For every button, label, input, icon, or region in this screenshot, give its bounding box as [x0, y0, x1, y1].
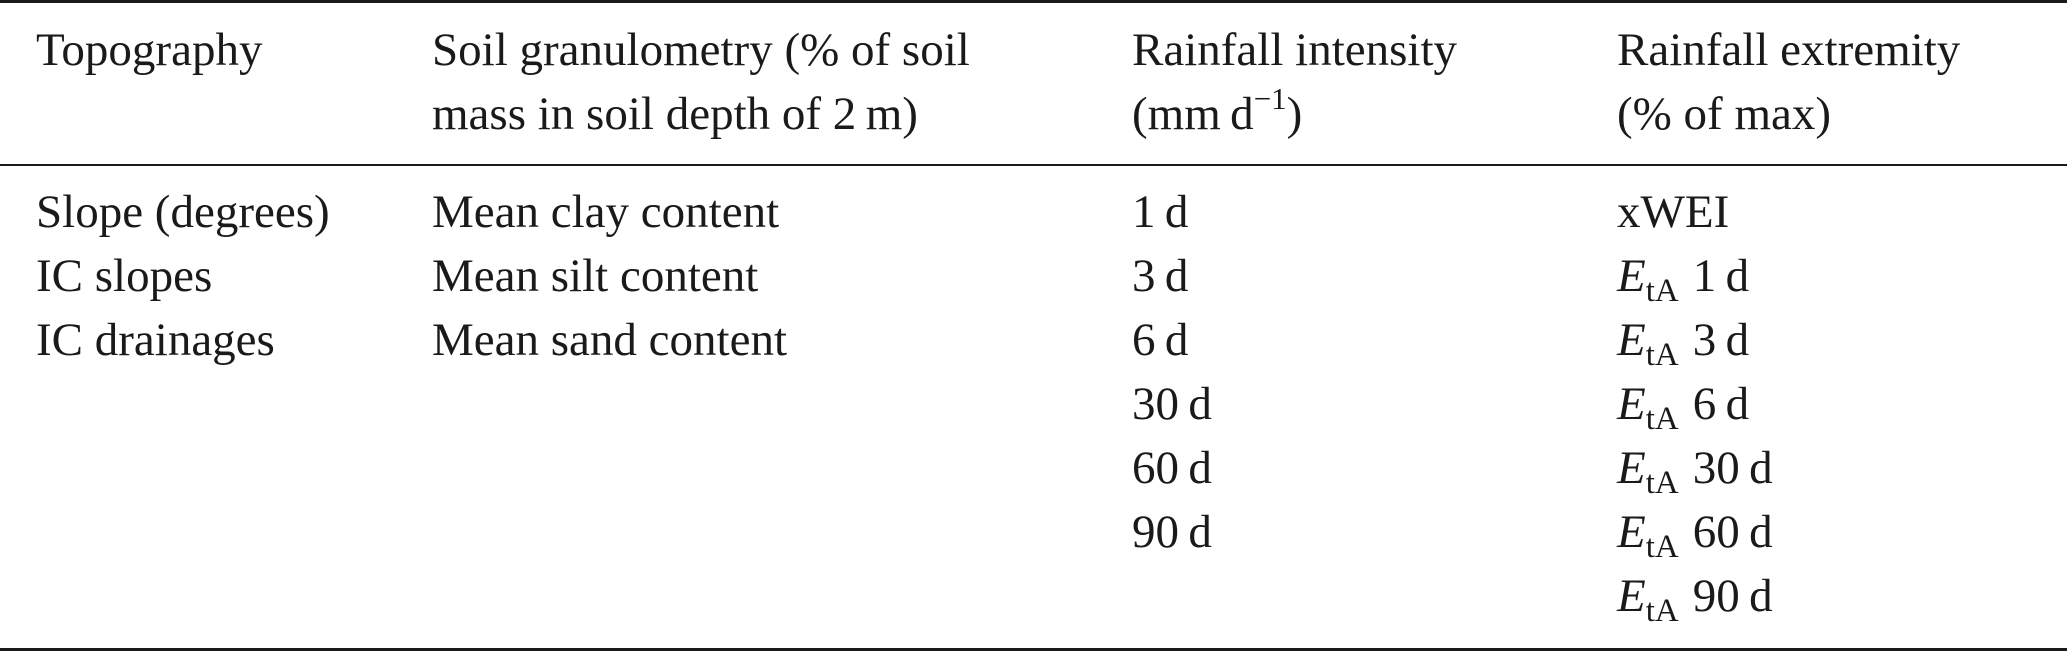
table-cell: EtA 1 d [1617, 244, 1773, 308]
column-header: Rainfall extremity (% of max) [1617, 18, 1960, 146]
table-cell: 60 d [1132, 442, 1212, 494]
column-cells: 1 d 3 d 6 d 30 d 60 d 90 d [1132, 180, 1212, 564]
symbol-e: E [1617, 314, 1646, 366]
header-unit-superscript: −1 [1253, 81, 1287, 116]
header-unit-text: (mm d [1132, 88, 1254, 140]
duration-value: 90 d [1692, 570, 1773, 622]
symbol-subscript: tA [1645, 273, 1679, 309]
top-rule [0, 0, 2067, 3]
symbol-subscript: tA [1645, 529, 1679, 565]
symbol-subscript: tA [1645, 401, 1679, 437]
table-cell: IC slopes [36, 250, 213, 302]
table-cell: 3 d [1132, 250, 1189, 302]
column-header: Soil granulometry (% of soil mass in soi… [432, 18, 970, 146]
header-line: (% of max) [1617, 88, 1832, 140]
column-header: Rainfall intensity (mm d−1) [1132, 18, 1457, 146]
header-line: Topography [36, 24, 263, 76]
table-cell: Mean clay content [432, 186, 780, 238]
table-cell: EtA 60 d [1617, 500, 1773, 564]
symbol-subscript: tA [1645, 465, 1679, 501]
header-line: Rainfall extremity [1617, 24, 1961, 76]
duration-value: 1 d [1692, 250, 1750, 302]
symbol-e: E [1617, 506, 1646, 558]
symbol-e: E [1617, 570, 1646, 622]
header-unit-close: ) [1286, 88, 1303, 140]
table-cell: 6 d [1132, 314, 1189, 366]
duration-value: 6 d [1692, 378, 1750, 430]
table-cell: EtA 90 d [1617, 564, 1773, 628]
header-rule [0, 164, 2067, 166]
table-cell: Mean sand content [432, 314, 788, 366]
table-cell: EtA 3 d [1617, 308, 1773, 372]
column-cells: xWEI EtA 1 d EtA 3 d EtA 6 d EtA 30 d EtA 60 … [1617, 180, 1773, 628]
bottom-rule [0, 648, 2067, 651]
table-cell: Mean silt content [432, 250, 759, 302]
column-cells: Slope (degrees) IC slopes IC drainages [36, 180, 330, 372]
header-line: Rainfall intensity [1132, 24, 1458, 76]
table-cell: IC drainages [36, 314, 275, 366]
duration-value: 3 d [1692, 314, 1750, 366]
table-cell: 30 d [1132, 378, 1212, 430]
duration-value: 30 d [1692, 442, 1773, 494]
table-cell: 1 d [1132, 186, 1189, 238]
table-cell: EtA 6 d [1617, 372, 1773, 436]
header-line: Soil granulometry (% of soil [432, 24, 970, 76]
symbol-subscript: tA [1645, 593, 1679, 629]
header-line: mass in soil depth of 2 m) [432, 88, 918, 140]
symbol-e: E [1617, 250, 1646, 302]
table-cell: xWEI [1617, 186, 1730, 238]
duration-value: 60 d [1692, 506, 1773, 558]
symbol-subscript: tA [1645, 337, 1679, 373]
table-cell: Slope (degrees) [36, 186, 330, 238]
column-header: Topography [36, 18, 262, 82]
symbol-e: E [1617, 378, 1646, 430]
column-cells: Mean clay content Mean silt content Mean… [432, 180, 787, 372]
table-cell: EtA 30 d [1617, 436, 1773, 500]
symbol-e: E [1617, 442, 1646, 494]
header-line-units: (mm d−1) [1132, 82, 1457, 146]
table-cell: 90 d [1132, 506, 1212, 558]
